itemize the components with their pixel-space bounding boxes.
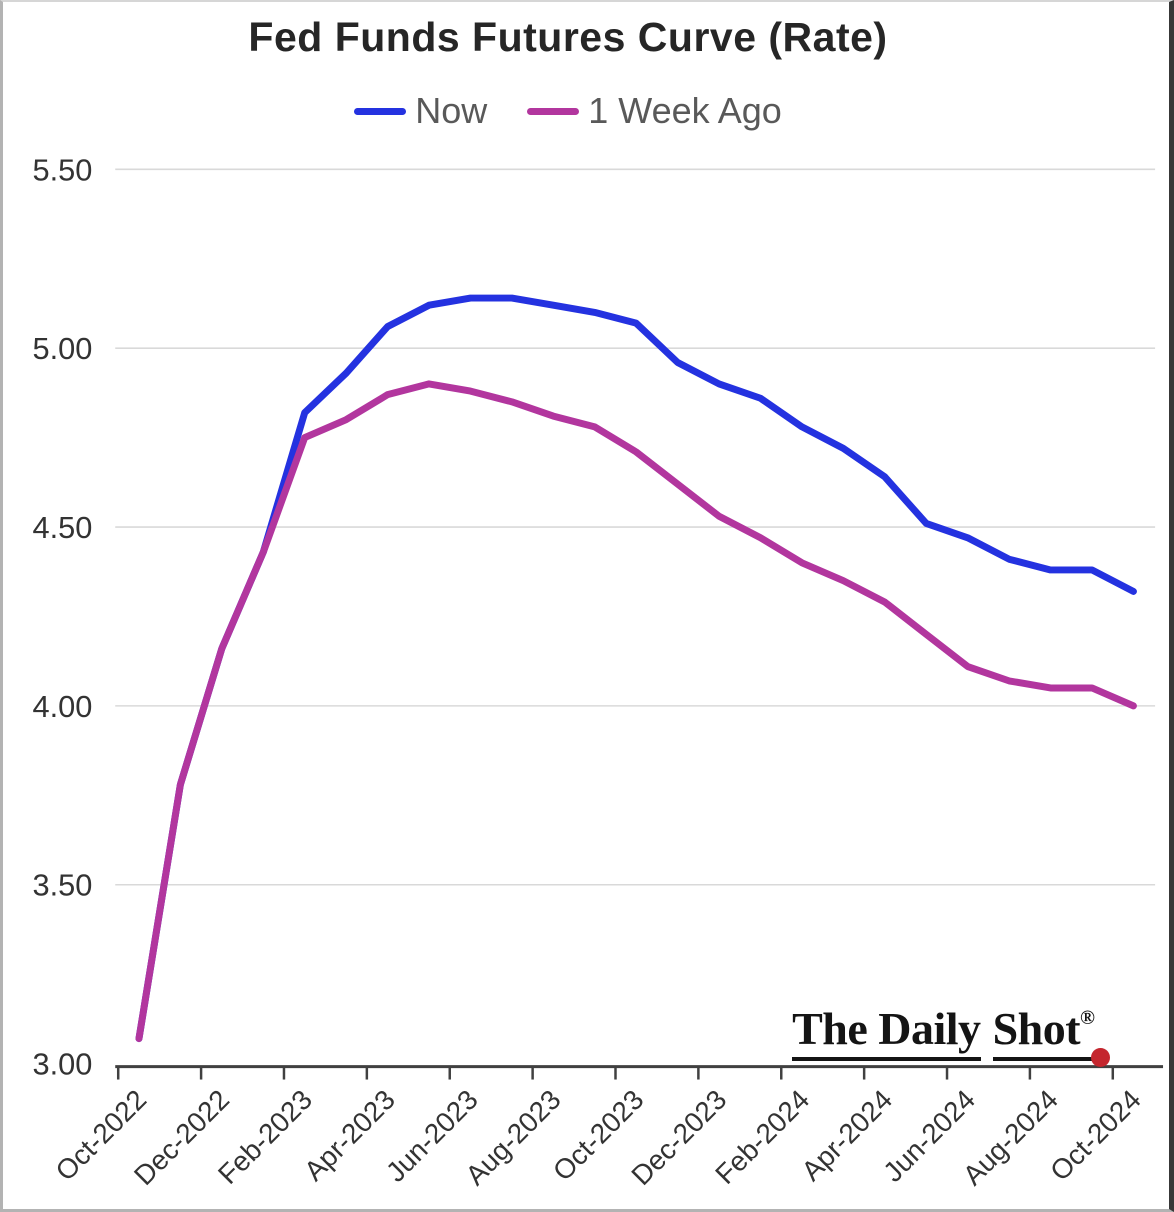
legend-item-1-week-ago: 1 Week Ago [527,90,782,132]
logo-text-the-daily: The Daily [792,1002,981,1061]
svg-text:4.00: 4.00 [32,689,92,724]
svg-text:Oct-2024: Oct-2024 [1044,1084,1147,1187]
legend-swatch-1-week-ago-icon [527,107,580,115]
legend-label-1-week-ago: 1 Week Ago [588,90,782,131]
svg-text:5.50: 5.50 [32,152,92,187]
svg-text:3.50: 3.50 [32,868,92,903]
registered-trademark-icon: ® [1080,1007,1095,1029]
x-axis-ticks [116,1065,1115,1080]
logo-text-shot: Shot® [992,1002,1110,1067]
legend-swatch-now-icon [354,107,407,115]
legend-item-now: Now [354,90,487,132]
y-axis-labels: 3.00 3.50 4.00 4.50 5.00 5.50 [32,152,92,1081]
svg-text:3.00: 3.00 [32,1047,92,1082]
legend-label-now: Now [415,90,488,131]
svg-text:5.00: 5.00 [32,331,92,366]
daily-shot-logo: The Daily Shot® [792,1002,1110,1067]
chart-title: Fed Funds Futures Curve (Rate) [248,14,888,60]
series-line-1-week-ago [135,380,1137,1043]
y-gridlines [115,168,1156,886]
plot-area: 3.00 3.50 4.00 4.50 5.00 5.50 Oct-2022Dec-2022… [32,152,1164,1191]
svg-text:4.50: 4.50 [32,510,92,545]
x-axis-labels: Oct-2022Dec-2022Feb-2023Apr-2023Jun-2023… [50,1084,1147,1191]
chart-legend: Now 1 Week Ago [3,90,1133,132]
red-dot-icon [1091,1048,1110,1067]
series-line-now [135,294,1137,1043]
